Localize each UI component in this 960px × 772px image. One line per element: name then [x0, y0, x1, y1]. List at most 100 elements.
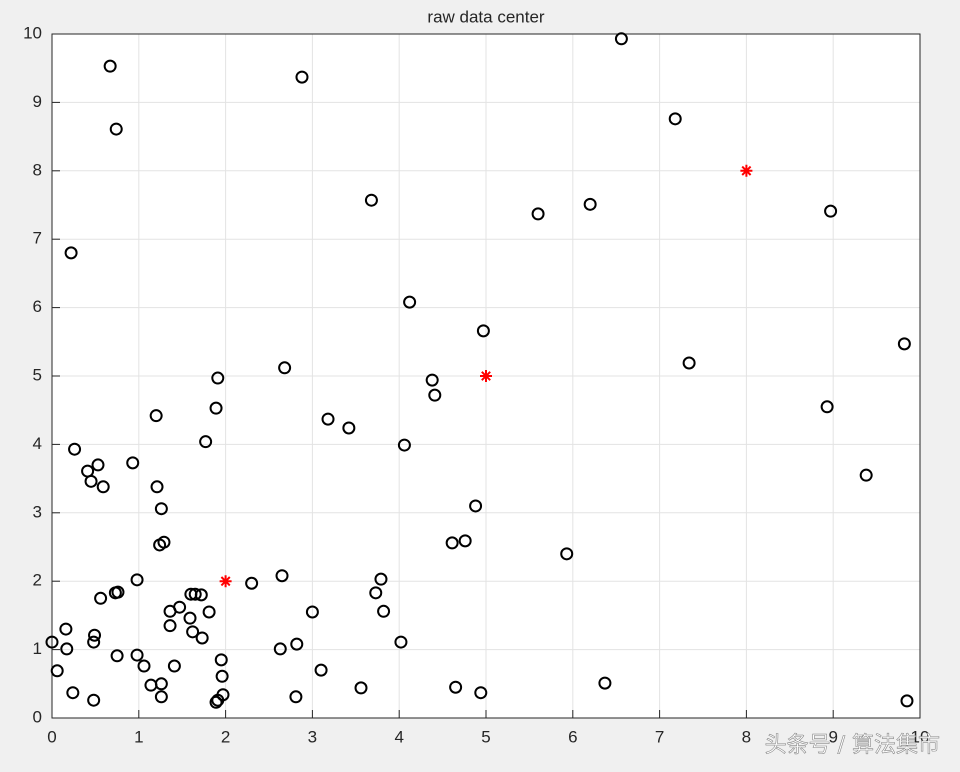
data-point — [64, 246, 78, 260]
x-tick-label: 10 — [911, 727, 930, 746]
data-point — [60, 642, 74, 656]
data-point — [211, 371, 225, 385]
data-point — [278, 361, 292, 375]
data-point — [820, 400, 834, 414]
data-point — [154, 690, 168, 704]
y-tick-label: 8 — [33, 160, 42, 179]
chart-title: raw data center — [427, 7, 545, 26]
data-point — [531, 207, 545, 221]
data-point — [87, 693, 101, 707]
data-point — [305, 605, 319, 619]
data-point — [290, 637, 304, 651]
data-point — [374, 572, 388, 586]
x-tick-label: 5 — [481, 727, 490, 746]
x-tick-label: 2 — [221, 727, 230, 746]
y-tick-label: 0 — [33, 707, 42, 726]
y-tick-label: 5 — [33, 365, 42, 384]
center-marker — [740, 164, 753, 177]
data-point — [469, 499, 483, 513]
x-tick-label: 9 — [828, 727, 837, 746]
axes-box — [51, 33, 921, 719]
data-point — [598, 676, 612, 690]
y-tick-label: 6 — [33, 297, 42, 316]
data-point — [394, 635, 408, 649]
data-point — [900, 694, 914, 708]
x-tick-label: 1 — [134, 727, 143, 746]
data-point — [137, 659, 151, 673]
data-point — [50, 664, 64, 678]
data-point — [163, 604, 177, 618]
y-tick-label: 2 — [33, 571, 42, 590]
data-point — [209, 695, 223, 709]
data-point — [859, 468, 873, 482]
data-point — [668, 112, 682, 126]
x-tick-label: 4 — [394, 727, 403, 746]
data-point — [369, 586, 383, 600]
x-tick-label: 6 — [568, 727, 577, 746]
data-point — [458, 534, 472, 548]
y-tick-label: 9 — [33, 92, 42, 111]
data-point — [289, 690, 303, 704]
data-point — [321, 412, 335, 426]
data-point — [94, 591, 108, 605]
data-point — [96, 480, 110, 494]
data-point — [87, 635, 101, 649]
y-tick-label: 3 — [33, 502, 42, 521]
data-point — [88, 628, 102, 642]
data-point — [474, 686, 488, 700]
y-tick-label: 4 — [33, 434, 42, 453]
y-tick-label: 10 — [23, 23, 42, 42]
x-tick-label: 0 — [47, 727, 56, 746]
data-point — [449, 680, 463, 694]
data-point — [59, 622, 73, 636]
data-point — [111, 585, 125, 599]
data-point — [149, 409, 163, 423]
data-point — [425, 373, 439, 387]
data-point — [560, 547, 574, 561]
data-point — [153, 538, 167, 552]
data-point — [163, 619, 177, 633]
data-point — [682, 356, 696, 370]
center-marker — [480, 370, 492, 382]
data-point — [354, 681, 368, 695]
data-point — [194, 588, 208, 602]
data-point — [397, 438, 411, 452]
data-point — [476, 324, 490, 338]
data-point — [583, 197, 597, 211]
data-point — [199, 435, 213, 449]
center-marker — [219, 575, 232, 588]
data-point — [167, 659, 181, 673]
data-point — [824, 204, 838, 218]
data-point — [130, 573, 144, 587]
data-point — [314, 663, 328, 677]
data-point — [202, 605, 216, 619]
data-point — [428, 388, 442, 402]
watermark: 头条号 / 算法集市 — [765, 733, 940, 758]
data-point — [275, 569, 289, 583]
data-point — [897, 337, 911, 351]
data-point — [214, 653, 228, 667]
data-point — [186, 625, 200, 639]
data-point — [342, 421, 356, 435]
data-point — [154, 677, 168, 691]
data-point — [66, 686, 80, 700]
data-point — [183, 611, 197, 625]
data-point — [209, 401, 223, 415]
data-point — [68, 442, 82, 456]
data-point — [295, 70, 309, 84]
data-point — [195, 631, 209, 645]
data-point — [364, 193, 378, 207]
data-point — [109, 122, 123, 136]
data-point — [273, 642, 287, 656]
data-point — [45, 635, 59, 649]
data-point — [377, 604, 391, 618]
data-point — [91, 458, 105, 472]
x-tick-label: 8 — [742, 727, 751, 746]
data-point — [445, 536, 459, 550]
data-point — [245, 576, 259, 590]
data-point — [211, 693, 225, 707]
data-point — [188, 587, 202, 601]
x-tick-label: 3 — [308, 727, 317, 746]
